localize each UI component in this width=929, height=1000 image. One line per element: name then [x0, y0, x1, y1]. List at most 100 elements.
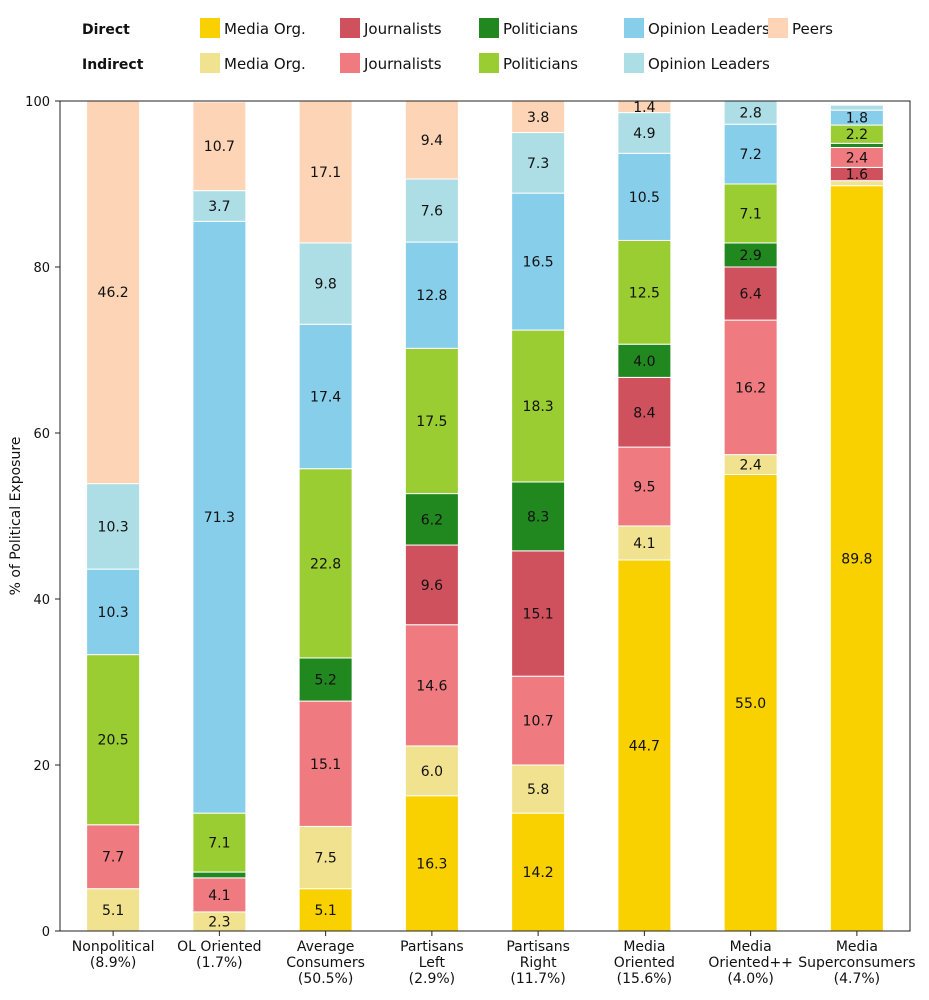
- x-tick-label: OL Oriented: [177, 939, 261, 955]
- x-tick-label: Left: [419, 955, 446, 971]
- bar-segment: [511, 675, 566, 766]
- bar-value-label: 10.3: [98, 519, 129, 535]
- bar-value-label: 10.5: [629, 190, 660, 206]
- x-tick-label: (8.9%): [90, 955, 137, 971]
- bar-segment: [829, 142, 884, 148]
- x-tick-label: Nonpolitical: [72, 939, 155, 955]
- bar-value-label: 4.9: [633, 126, 655, 142]
- bar-value-label: 17.5: [416, 414, 447, 430]
- bar-value-label: 4.1: [208, 888, 230, 904]
- bar-segment: [617, 239, 672, 345]
- bar-segment: [298, 323, 353, 470]
- bar-value-label: 12.5: [629, 285, 660, 301]
- bar-segment: [86, 483, 141, 570]
- x-tick-label: Partisans: [506, 939, 570, 955]
- bar-value-label: 2.8: [739, 106, 761, 122]
- x-tick-label: (4.0%): [727, 971, 774, 987]
- y-axis-title: % of Political Exposure: [8, 437, 24, 596]
- bar-value-label: 16.2: [735, 380, 766, 396]
- bar-value-label: 16.5: [523, 255, 554, 271]
- bar-value-label: 6.2: [421, 512, 443, 528]
- bar-segment: [404, 745, 459, 797]
- legend-swatch: [624, 18, 644, 38]
- x-tick-label: Consumers: [286, 955, 365, 971]
- bar-value-label: 14.2: [523, 865, 554, 881]
- x-tick-label: Average: [297, 939, 355, 955]
- legend-swatch: [340, 18, 360, 38]
- bar-value-label: 5.1: [314, 903, 336, 919]
- y-tick-label: 20: [33, 759, 50, 774]
- bar-segment: [298, 657, 353, 702]
- x-tick-label: Oriented++: [708, 955, 793, 971]
- bar-value-label: 5.1: [102, 903, 124, 919]
- bar-value-label: 20.5: [98, 733, 129, 749]
- bar-segment: [192, 190, 247, 222]
- bar-value-label: 10.3: [98, 605, 129, 621]
- legend-label: Journalists: [363, 20, 442, 38]
- bar-segment: [617, 376, 672, 448]
- bar-value-label: 4.0: [633, 354, 655, 370]
- bar-value-label: 8.4: [633, 405, 655, 421]
- x-tick-label: Oriented: [614, 955, 675, 971]
- x-tick-label: Media: [730, 939, 772, 955]
- bar-segment: [192, 871, 247, 879]
- bar-segment: [617, 343, 672, 378]
- bar-segment: [723, 474, 778, 932]
- x-tick-label: (50.5%): [298, 971, 353, 987]
- y-axis: 0 20 40 60 80 100: [25, 95, 60, 940]
- bar-value-label: 4.1: [633, 536, 655, 552]
- bar-value-label: 15.1: [523, 607, 554, 623]
- bar-segment: [298, 700, 353, 827]
- bar-value-label: 6.4: [739, 287, 761, 303]
- bar-value-label: 3.7: [208, 199, 230, 215]
- bar-segment: [511, 192, 566, 331]
- bar-segment: [404, 347, 459, 495]
- bar-value-label: 8.3: [527, 509, 549, 525]
- legend-label: Media Org.: [224, 55, 306, 73]
- legend: Direct Indirect Media Org. Media Org. Jour…: [82, 18, 833, 73]
- bar-value-label: 6.0: [421, 764, 443, 780]
- bar-value-label: 22.8: [310, 556, 341, 572]
- bar-value-label: 3.8: [527, 110, 549, 126]
- bar-value-label: 7.7: [102, 850, 124, 866]
- bar-segment: [192, 220, 247, 814]
- legend-swatch: [340, 53, 360, 73]
- y-tick-label: 40: [33, 593, 50, 608]
- legend-label: Politicians: [503, 20, 578, 38]
- x-tick-label: Superconsumers: [798, 955, 915, 971]
- legend-label: Media Org.: [224, 20, 306, 38]
- x-tick-label: Partisans: [400, 939, 464, 955]
- bar-value-label: 9.4: [421, 133, 443, 149]
- bar-segment: [86, 99, 141, 485]
- bar-segment: [192, 101, 247, 192]
- x-tick-label: (15.6%): [617, 971, 672, 987]
- legend-label: Opinion Leaders: [648, 55, 770, 73]
- bars: 5.1 7.7 20.5 10.3 10.3 46.2 2.3 4.1 7.1 71.3 3.7 10…: [86, 99, 884, 932]
- y-tick-label: 60: [33, 427, 50, 442]
- bar-value-label: 14.6: [416, 678, 447, 694]
- bar-segment: [298, 242, 353, 325]
- bar-segment: [298, 100, 353, 244]
- bar-segment: [404, 795, 459, 932]
- bar-segment: [404, 241, 459, 349]
- bar-value-label: 89.8: [841, 551, 872, 567]
- bar-segment: [404, 178, 459, 243]
- bar-value-label: 2.4: [846, 150, 868, 166]
- legend-swatch: [479, 18, 499, 38]
- bar-value-label: 5.8: [527, 782, 549, 798]
- bar-value-label: 17.4: [310, 389, 341, 405]
- bar-value-label: 55.0: [735, 696, 766, 712]
- bar-segment: [404, 544, 459, 626]
- bar-value-label: 18.3: [523, 399, 554, 415]
- x-tick-label: (1.7%): [196, 955, 243, 971]
- bar-value-label: 15.1: [310, 757, 341, 773]
- legend-label: Journalists: [363, 55, 442, 73]
- bar-value-label: 1.8: [846, 111, 868, 127]
- y-tick-label: 100: [25, 95, 50, 110]
- bar-value-label: 9.5: [633, 480, 655, 496]
- bar-value-label: 5.2: [314, 673, 336, 689]
- bar-segment: [617, 112, 672, 154]
- legend-label: Opinion Leaders: [648, 20, 770, 38]
- bar-value-label: 9.8: [314, 277, 336, 293]
